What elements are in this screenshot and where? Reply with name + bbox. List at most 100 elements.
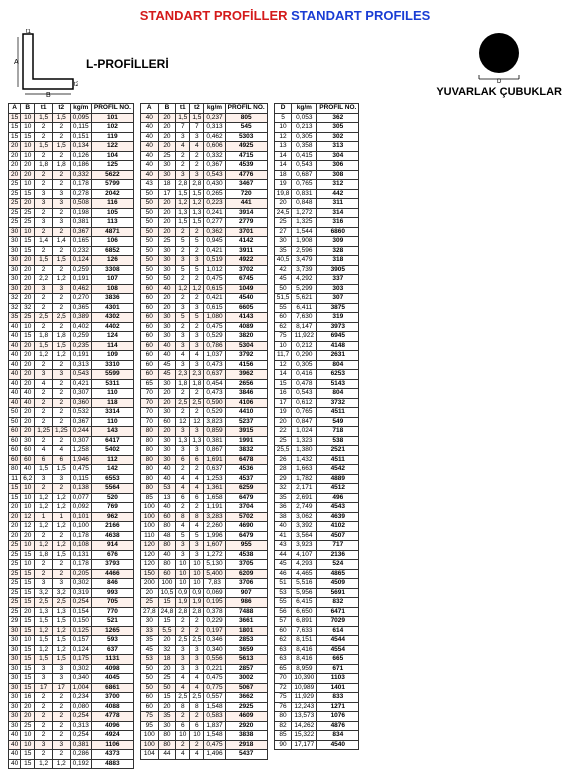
- cell: 1,3: [190, 208, 204, 218]
- cell: 0,108: [70, 541, 91, 551]
- cell: 770: [91, 607, 133, 617]
- table-row: 15101,21,20,077520: [9, 493, 134, 503]
- table-row: 10080442,2604690: [140, 522, 267, 532]
- cell: 2: [52, 750, 70, 760]
- col-header: t2: [190, 104, 204, 114]
- cell: 10,390: [292, 674, 317, 684]
- cell: 15: [9, 493, 21, 503]
- cell: 4512: [317, 484, 359, 494]
- cell: 32: [158, 645, 176, 655]
- cell: 0,381: [204, 436, 225, 446]
- table-row: 40201,51,50,235114: [9, 341, 134, 351]
- table-row: 4010220,4024402: [9, 322, 134, 332]
- table-row: 12080331,607955: [140, 541, 267, 551]
- cell: 27,8: [140, 607, 158, 617]
- cell: 20: [21, 360, 35, 370]
- cell: 15: [9, 484, 21, 494]
- cell: 1,8: [176, 379, 190, 389]
- cell: 30: [158, 721, 176, 731]
- col-header: kg/m: [292, 104, 317, 114]
- cell: 312: [317, 180, 359, 190]
- cell: 5: [176, 313, 190, 323]
- cell: 0,270: [70, 294, 91, 304]
- cell: 1,5: [35, 655, 53, 665]
- cell: 2: [190, 617, 204, 627]
- cell: 40: [9, 341, 21, 351]
- cell: 35: [9, 313, 21, 323]
- cell: 1,548: [204, 731, 225, 741]
- cell: 3: [176, 655, 190, 665]
- cell: 2: [176, 151, 190, 161]
- cell: 2: [176, 740, 190, 750]
- cell: 2: [35, 170, 53, 180]
- cell: 2: [52, 170, 70, 180]
- cell: 0,454: [204, 379, 225, 389]
- table-row: 291,7824889: [274, 474, 359, 484]
- cell: 1049: [225, 284, 267, 294]
- cell: 40: [158, 465, 176, 475]
- table-row: 25201,31,30,154770: [9, 607, 134, 617]
- cell: 14: [274, 370, 292, 380]
- cell: 1,8: [35, 550, 53, 560]
- heading-red: STANDART PROFİLLER: [140, 8, 288, 23]
- cell: 15: [21, 237, 35, 247]
- cell: 2,5: [176, 693, 190, 703]
- cell: 0,9: [190, 588, 204, 598]
- cell: 6: [190, 455, 204, 465]
- cell: 40: [274, 522, 292, 532]
- cell: 3: [176, 664, 190, 674]
- cell: 8,416: [292, 645, 317, 655]
- cell: 2,8: [190, 180, 204, 190]
- cell: 60: [140, 313, 158, 323]
- cell: 40: [9, 740, 21, 750]
- table-row: 5020220,5323314: [9, 408, 134, 418]
- cell: 521: [91, 617, 133, 627]
- cell: 6,415: [292, 598, 317, 608]
- cell: 0,462: [70, 284, 91, 294]
- table-row: 3015330,3024098: [9, 664, 134, 674]
- cell: 11,922: [292, 332, 317, 342]
- cell: 76: [274, 702, 292, 712]
- cell: 4889: [317, 474, 359, 484]
- cell: 15: [21, 617, 35, 627]
- cell: 105: [91, 208, 133, 218]
- cell: 0,265: [204, 189, 225, 199]
- table-row: 556,415832: [274, 598, 359, 608]
- table-row: 7020220,4733846: [140, 389, 267, 399]
- cell: 2: [52, 531, 70, 541]
- cell: 95: [140, 721, 158, 731]
- cell: 4924: [91, 731, 133, 741]
- cell: 0,765: [292, 180, 317, 190]
- cell: 4: [190, 683, 204, 693]
- cell: 2: [35, 531, 53, 541]
- cell: 0,831: [292, 189, 317, 199]
- cell: 3846: [225, 389, 267, 399]
- cell: 1,5: [176, 113, 190, 123]
- cell: 441: [225, 199, 267, 209]
- cell: 80: [158, 731, 176, 741]
- cell: 15: [158, 598, 176, 608]
- cell: 15,322: [292, 731, 317, 741]
- col-header: kg/m: [70, 104, 91, 114]
- cell: 4509: [317, 579, 359, 589]
- cell: 10: [176, 731, 190, 741]
- cell: 32: [21, 303, 35, 313]
- cell: 6553: [91, 474, 133, 484]
- cell: 0,340: [204, 645, 225, 655]
- cell: 15: [21, 683, 35, 693]
- cell: 4088: [91, 702, 133, 712]
- cell: 25: [21, 313, 35, 323]
- table-row: 5050220,4756745: [140, 275, 267, 285]
- cell: 4: [176, 674, 190, 684]
- cell: 85: [274, 731, 292, 741]
- cell: 2,5: [35, 598, 53, 608]
- cell: 40: [140, 170, 158, 180]
- cell: 80: [140, 474, 158, 484]
- table-row: 2515220,2054466: [9, 569, 134, 579]
- cell: 496: [317, 493, 359, 503]
- cell: 0,606: [204, 142, 225, 152]
- cell: 18: [274, 170, 292, 180]
- cell: 20: [21, 199, 35, 209]
- cell: 12: [176, 417, 190, 427]
- cell: 0,543: [204, 170, 225, 180]
